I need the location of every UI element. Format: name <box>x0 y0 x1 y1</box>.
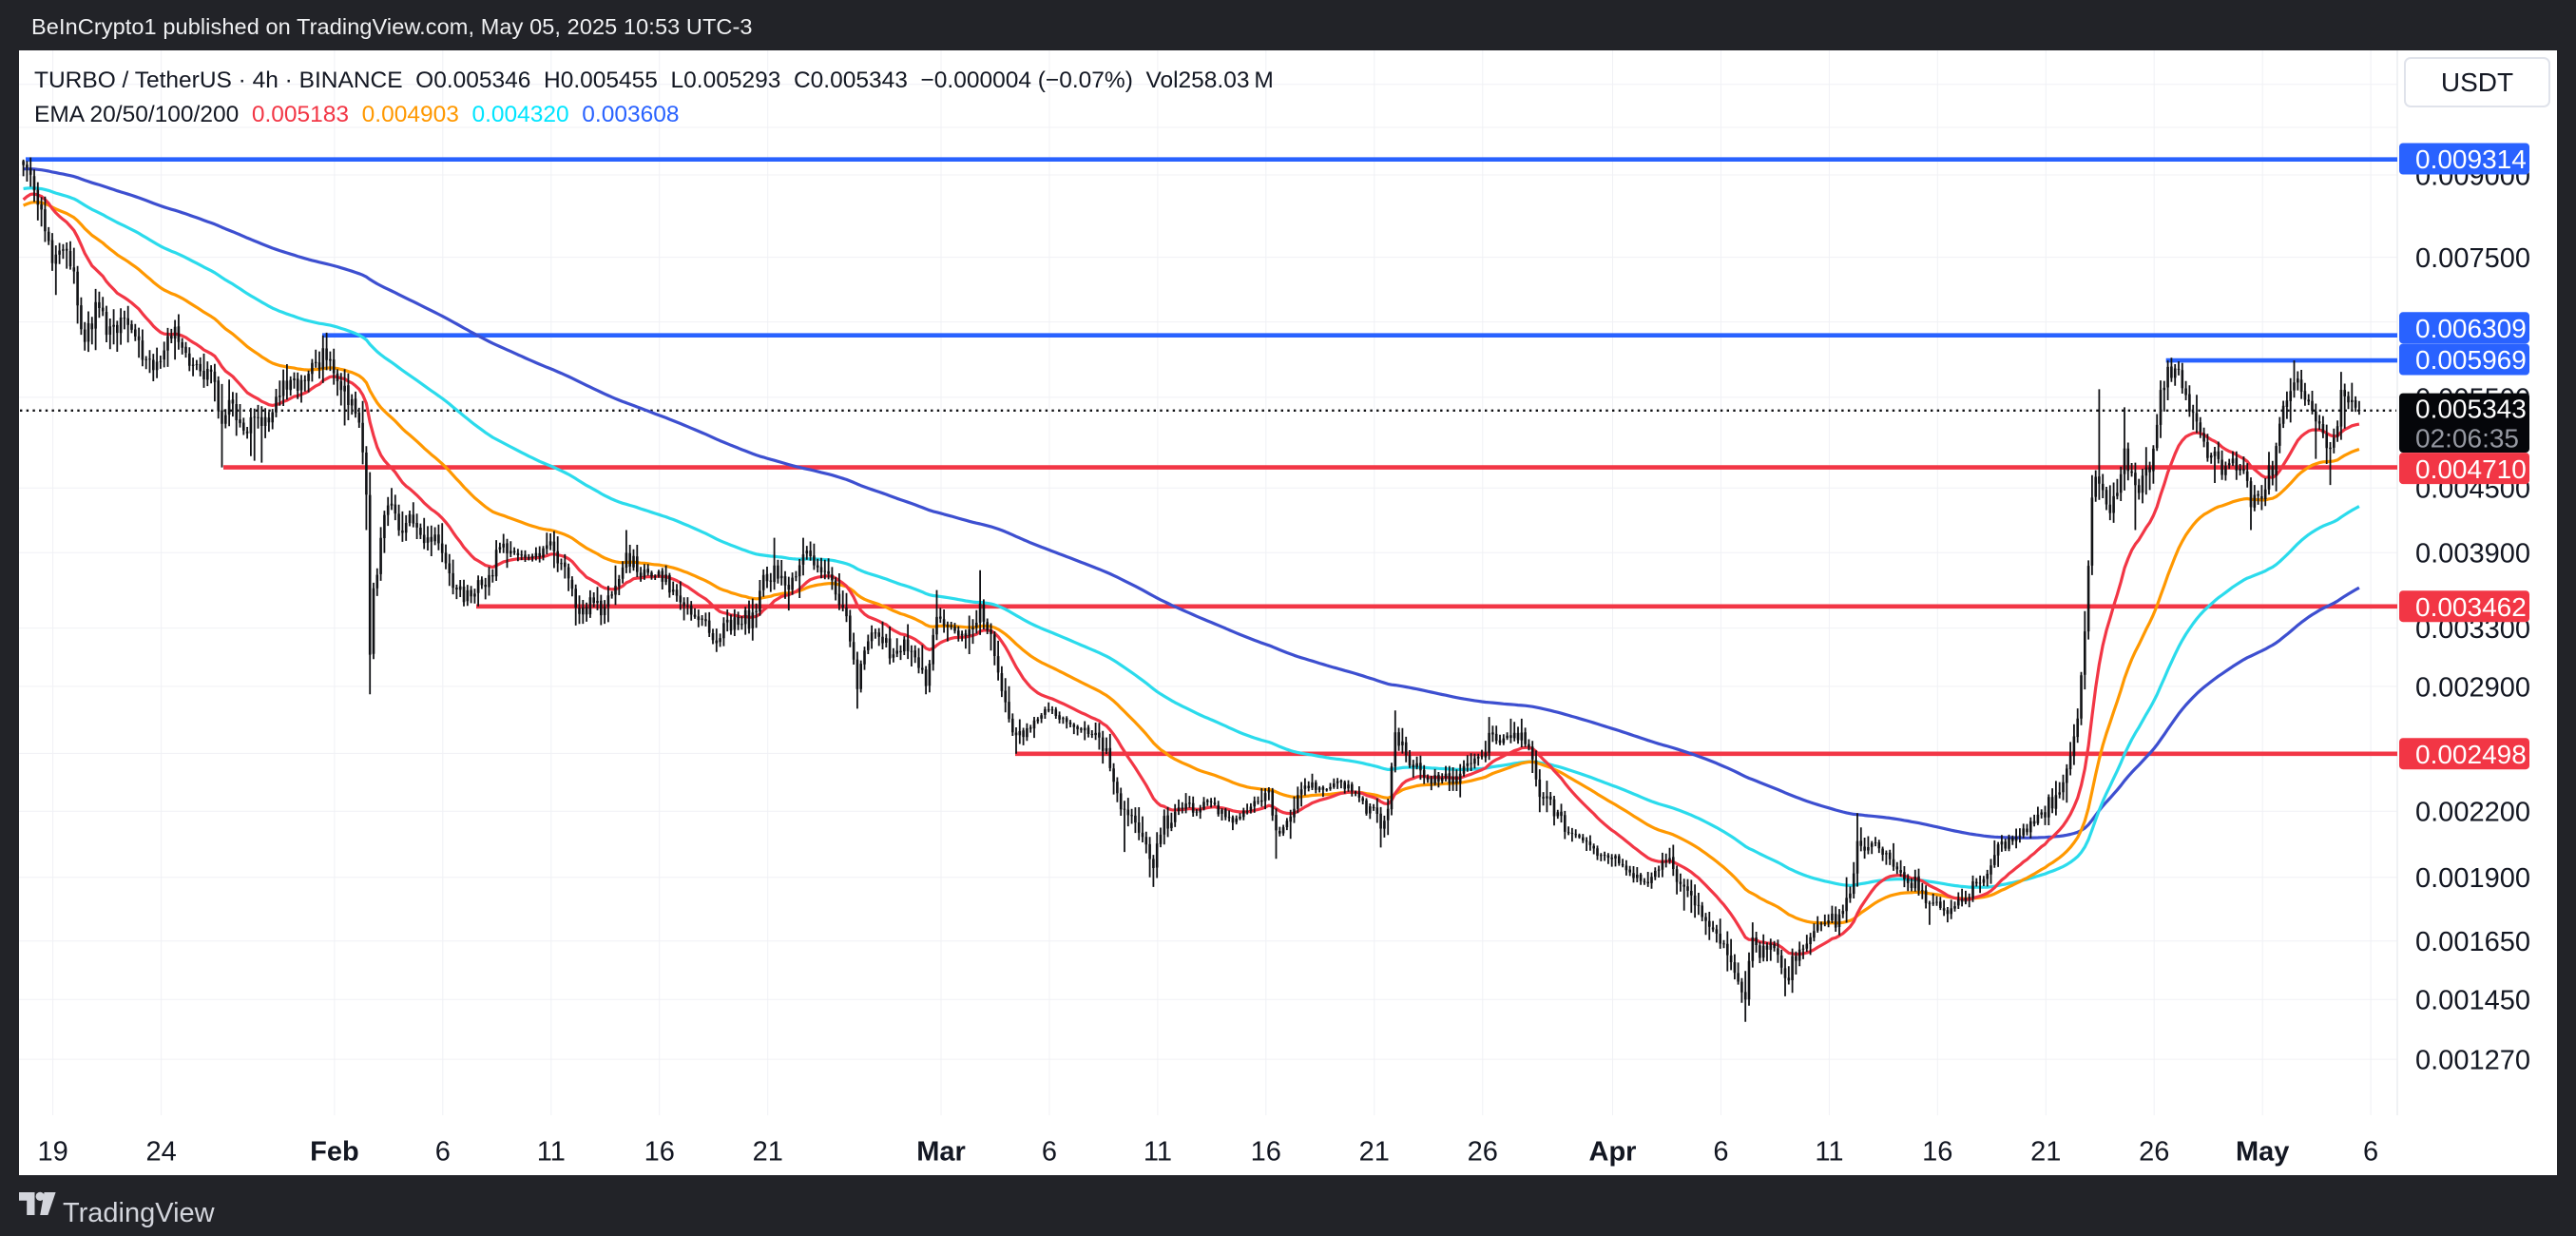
svg-text:26: 26 <box>2139 1137 2169 1168</box>
svg-text:0.002498: 0.002498 <box>2415 740 2527 769</box>
svg-text:BeInCrypto1 published on Tradi: BeInCrypto1 published on TradingView.com… <box>31 14 753 39</box>
svg-text:0.001450: 0.001450 <box>2415 986 2530 1016</box>
svg-text:0.002200: 0.002200 <box>2415 798 2530 828</box>
svg-text:6: 6 <box>1713 1137 1728 1168</box>
svg-text:0.009314: 0.009314 <box>2415 145 2527 174</box>
svg-text:16: 16 <box>644 1137 675 1168</box>
svg-text:0.004710: 0.004710 <box>2415 454 2527 484</box>
svg-text:Mar: Mar <box>916 1137 966 1168</box>
svg-text:0.003462: 0.003462 <box>2415 592 2527 622</box>
svg-text:TradingView: TradingView <box>63 1198 216 1228</box>
svg-text:02:06:35: 02:06:35 <box>2415 424 2519 454</box>
svg-text:May: May <box>2236 1137 2289 1168</box>
svg-text:19: 19 <box>37 1137 67 1168</box>
svg-text:0.005969: 0.005969 <box>2415 345 2527 375</box>
svg-text:21: 21 <box>753 1137 783 1168</box>
svg-text:11: 11 <box>1815 1137 1843 1168</box>
svg-text:6: 6 <box>435 1137 451 1168</box>
svg-text:11: 11 <box>537 1137 566 1168</box>
svg-text:24: 24 <box>145 1137 176 1168</box>
svg-text:26: 26 <box>1468 1137 1498 1168</box>
svg-text:6: 6 <box>2363 1137 2378 1168</box>
svg-text:16: 16 <box>1922 1137 1952 1168</box>
svg-text:0.001270: 0.001270 <box>2415 1046 2530 1076</box>
svg-text:Apr: Apr <box>1589 1137 1637 1168</box>
svg-text:TURBO / TetherUS · 4h · BINANC: TURBO / TetherUS · 4h · BINANCE O0.00534… <box>34 68 1274 93</box>
svg-text:0.005343: 0.005343 <box>2415 395 2527 424</box>
svg-text:0.003900: 0.003900 <box>2415 539 2530 570</box>
svg-text:0.001900: 0.001900 <box>2415 863 2530 894</box>
svg-text:0.002900: 0.002900 <box>2415 672 2530 703</box>
svg-text:EMA 20/50/100/200 0.005183 0: EMA 20/50/100/200 0.005183 0.004903 0.00… <box>34 102 679 127</box>
svg-text:6: 6 <box>1042 1137 1057 1168</box>
svg-text:0.007500: 0.007500 <box>2415 243 2530 274</box>
svg-text:16: 16 <box>1251 1137 1281 1168</box>
svg-text:21: 21 <box>2030 1137 2061 1168</box>
svg-text:21: 21 <box>1359 1137 1390 1168</box>
svg-text:0.001650: 0.001650 <box>2415 927 2530 957</box>
svg-text:0.006309: 0.006309 <box>2415 314 2527 343</box>
svg-text:11: 11 <box>1144 1137 1172 1168</box>
svg-text:USDT: USDT <box>2441 68 2513 97</box>
svg-text:Feb: Feb <box>310 1137 359 1168</box>
